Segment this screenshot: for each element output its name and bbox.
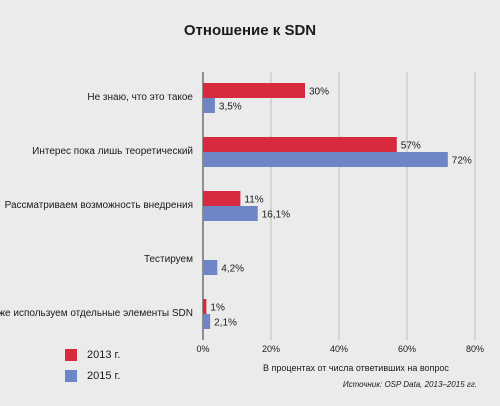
data-label: 11% [244,195,263,206]
category-label: Уже используем отдельные элементы SDN [0,308,193,319]
category-label: Интерес пока лишь теоретический [32,146,193,157]
source-note: Источник: OSP Data, 2013–2015 гг. [342,380,477,389]
x-tick-label: 60% [398,344,416,354]
legend-label-2013: 2013 г. [87,349,121,361]
data-label: 57% [401,141,421,152]
data-label: 4,2% [221,264,244,275]
x-tick-label: 40% [330,344,348,354]
bar [203,206,258,221]
chart-title: Отношение к SDN [183,22,317,39]
legend-label-2015: 2015 г. [87,370,121,382]
bar [203,137,397,152]
data-label: 1% [210,303,225,314]
x-tick-label: 80% [466,344,484,354]
bar [203,191,241,206]
category-label: Не знаю, что это такое [87,92,193,103]
category-label: Тестируем [144,254,193,265]
data-label: 3,5% [219,102,242,113]
bar [203,98,215,113]
bar [203,299,207,314]
bar [203,260,218,275]
bar [203,83,305,98]
data-label: 30% [309,87,329,98]
bar [203,152,448,167]
data-label: 2,1% [214,318,237,329]
legend-swatch-2015 [65,370,77,382]
data-label: 72% [452,156,472,167]
x-axis-label: В процентах от числа ответивших на вопро… [263,363,449,373]
category-label: Рассматриваем возможность внедрения [5,200,193,211]
data-label: 16,1% [262,210,290,221]
x-tick-label: 20% [262,344,280,354]
legend-item-2015: 2015 г. [65,370,120,382]
bar [203,314,211,329]
x-tick-label: 0% [196,344,209,354]
legend-swatch-2013 [65,349,77,361]
legend-item-2013: 2013 г. [65,349,120,361]
